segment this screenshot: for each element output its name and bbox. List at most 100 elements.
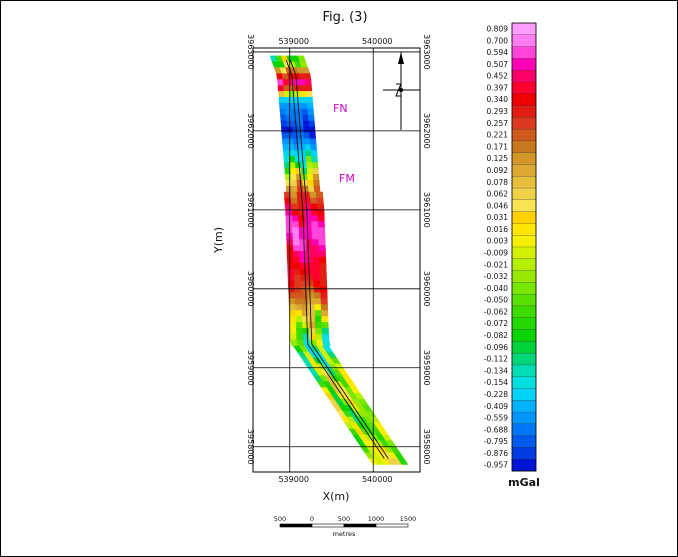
survey-cell [292, 126, 299, 134]
survey-cell [300, 156, 307, 163]
scale-bar-label: 1000 [368, 515, 385, 523]
colorbar-label: 0.257 [487, 119, 509, 128]
survey-cell [308, 185, 315, 193]
colorbar-label: -0.957 [484, 461, 508, 470]
colorbar-label: 0.062 [487, 190, 509, 199]
colorbar-swatch [511, 270, 537, 283]
survey-strip [269, 55, 409, 465]
fault-label-fn: FN [333, 102, 348, 115]
colorbar-label: 0.078 [487, 178, 509, 187]
survey-cell [312, 251, 320, 258]
colorbar-swatch [511, 46, 537, 59]
survey-cell [308, 310, 316, 317]
survey-cell [294, 292, 303, 300]
survey-cell [294, 156, 302, 163]
survey-cell [306, 268, 314, 276]
survey-cell [306, 97, 314, 104]
survey-cell [284, 197, 292, 205]
survey-cell [309, 138, 317, 145]
survey-cell [301, 108, 309, 116]
colorbar-label: -0.062 [484, 307, 508, 316]
survey-cell [287, 262, 295, 270]
colorbar-swatch [511, 58, 537, 71]
survey-cell [318, 251, 327, 258]
colorbar-label: 0.031 [487, 213, 509, 222]
colorbar-swatch [511, 81, 537, 95]
scale-bar-label: 0 [310, 515, 314, 523]
survey-cell [321, 327, 329, 335]
survey-cell [294, 280, 302, 288]
colorbar-label: -0.688 [484, 425, 508, 434]
survey-cell [283, 156, 291, 163]
survey-cell [287, 268, 295, 276]
survey-cell [302, 180, 309, 187]
survey-cell [279, 103, 286, 110]
survey-cell [280, 120, 288, 128]
scale-bar: 500 0 500 1000 1500 metres [274, 515, 416, 538]
survey-cell [305, 79, 312, 86]
y-tick-label-left: 3963000 [246, 34, 255, 70]
survey-cell [312, 245, 320, 252]
map-tick-labels: 539000 539000 540000 540000 3963000 3963000 39… [246, 34, 431, 484]
survey-cell [299, 251, 307, 258]
survey-cell [278, 91, 285, 98]
colorbar-swatch [511, 294, 537, 307]
survey-cell [285, 180, 293, 187]
y-tick-label-right: 3958000 [422, 429, 431, 465]
survey-cell [321, 333, 330, 341]
survey-cell [291, 120, 299, 128]
colorbar-label: -0.096 [484, 343, 508, 352]
survey-cell [285, 185, 293, 193]
colorbar-swatch [511, 22, 537, 36]
y-tick-label-left: 3960000 [246, 271, 255, 307]
survey-cell [298, 132, 305, 140]
colorbar-label: 0.171 [487, 142, 509, 151]
survey-cell [314, 298, 322, 305]
survey-cell [295, 103, 303, 110]
y-tick-label-right: 3961000 [422, 192, 431, 228]
colorbar-label: -0.072 [484, 319, 508, 328]
survey-cell [299, 79, 307, 86]
survey-cell [295, 322, 304, 329]
colorbar-label: -0.021 [484, 260, 508, 269]
scale-bar-segment [375, 523, 409, 528]
colorbar-swatch [511, 199, 537, 213]
colorbar-swatch [511, 223, 537, 236]
survey-cell [291, 215, 300, 222]
survey-cell [287, 274, 295, 282]
survey-cell [291, 114, 298, 122]
survey-cell [318, 233, 326, 240]
colorbar-swatch [511, 329, 537, 342]
survey-cell [283, 85, 290, 92]
survey-cell [319, 280, 328, 288]
survey-cell [317, 209, 325, 217]
colorbar-unit: mGal [508, 476, 540, 489]
colorbar-swatch [511, 117, 537, 130]
colorbar-label: 0.221 [487, 131, 509, 140]
survey-cell [306, 103, 314, 110]
y-tick-label-left: 3962000 [246, 113, 255, 149]
survey-cell [285, 215, 293, 222]
survey-cell [308, 316, 316, 323]
scale-bar-segment [343, 523, 377, 528]
colorbar-label: -0.040 [484, 284, 508, 293]
survey-cell [290, 191, 298, 199]
survey-cell [299, 256, 308, 264]
survey-cell [301, 316, 310, 323]
survey-cell [295, 310, 303, 317]
survey-cell [308, 327, 317, 335]
colorbar-swatch [511, 423, 537, 437]
survey-cell [298, 227, 307, 234]
survey-cell [288, 144, 295, 151]
survey-cell [293, 251, 301, 258]
survey-cell [300, 97, 308, 104]
y-tick-label-right: 3962000 [422, 113, 431, 149]
survey-cell [313, 292, 322, 300]
survey-cell [290, 103, 297, 110]
survey-cell [300, 91, 308, 98]
colorbar-swatch [511, 447, 537, 460]
survey-cell [296, 108, 304, 116]
survey-cell [300, 280, 308, 288]
scale-bar-segment [311, 523, 345, 528]
